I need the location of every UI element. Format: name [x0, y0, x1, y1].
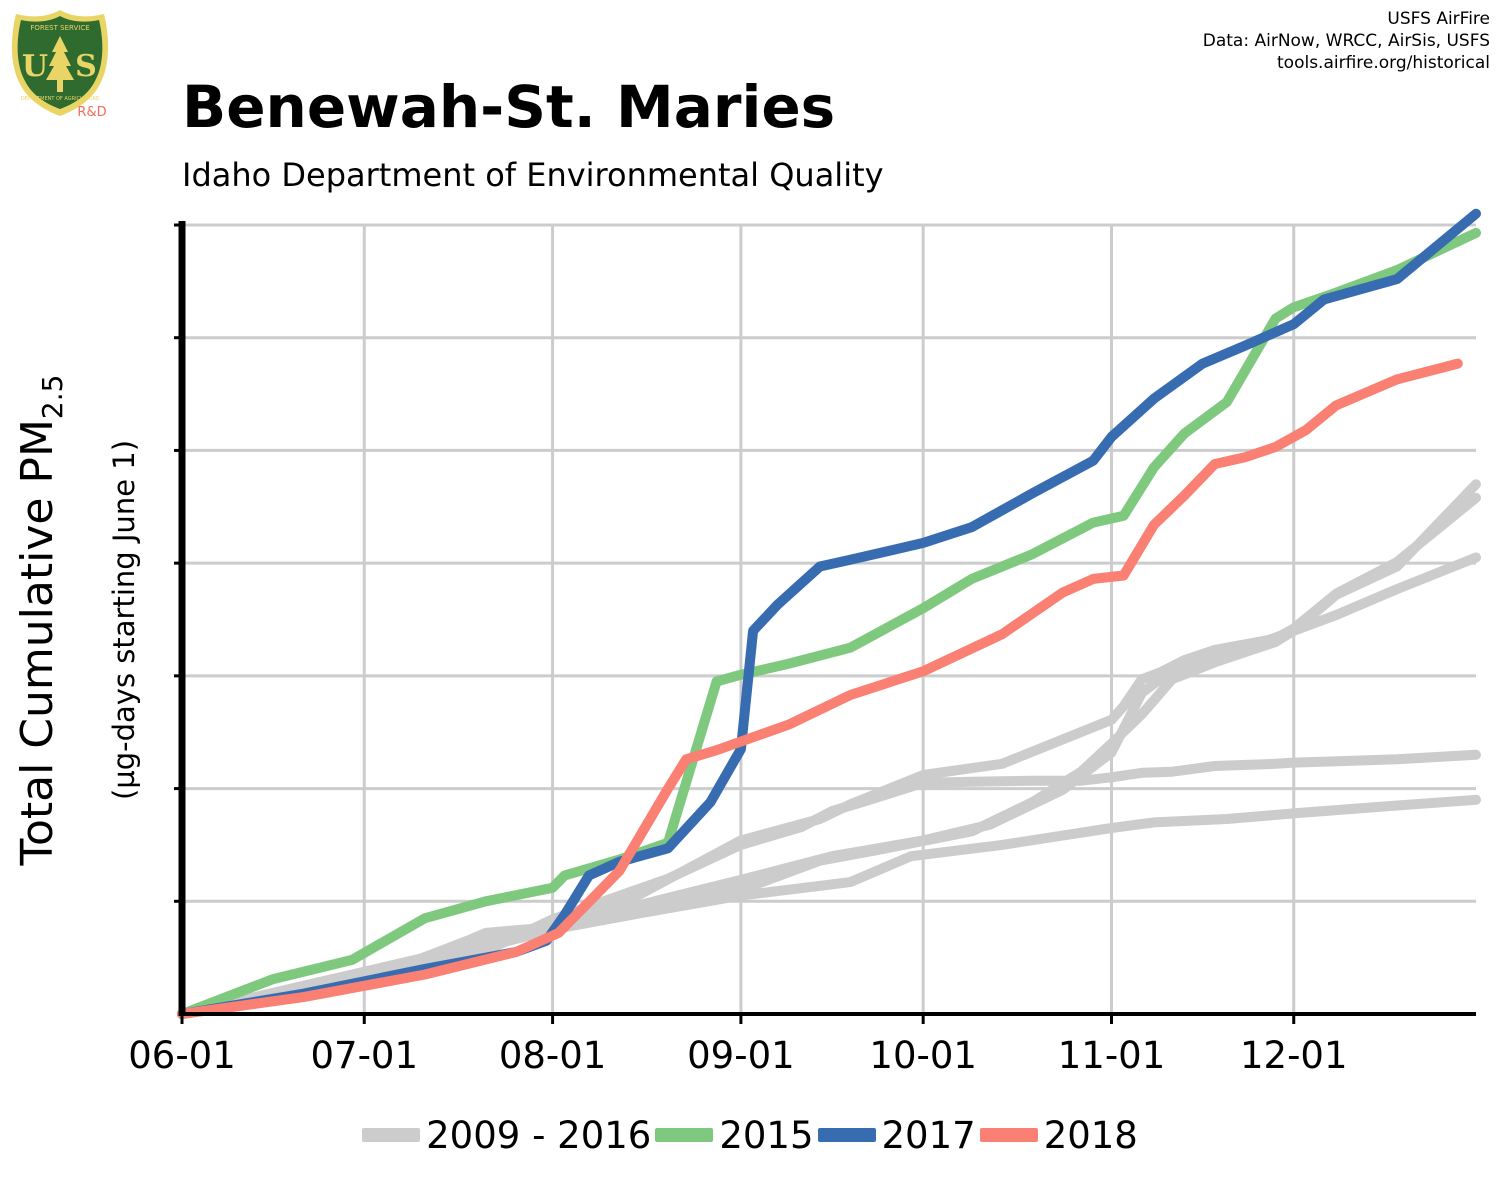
tree-icon — [46, 36, 74, 92]
legend-label: 2009 - 2016 — [426, 1114, 652, 1157]
series-line-2009-2016 — [177, 749, 1481, 1019]
series-line-2017 — [177, 208, 1481, 1019]
y-axis-title-subscript: 2.5 — [36, 375, 69, 420]
chart-title: Benewah-St. Maries — [182, 73, 836, 141]
legend-label: 2018 — [1043, 1114, 1138, 1157]
legend-item: 2017 — [817, 1113, 976, 1159]
legend-item: 2009 - 2016 — [362, 1113, 651, 1159]
series-line-2018 — [177, 358, 1463, 1019]
usfs-shield-logo: U S FOREST SERVICE DEPARTMENT OF AGRICUL… — [11, 10, 109, 120]
legend-swatch — [979, 1127, 1038, 1142]
x-tick-label: 12-01 — [1240, 1034, 1348, 1077]
legend-item: 2018 — [979, 1113, 1138, 1159]
legend-swatch — [817, 1127, 876, 1142]
legend-swatch — [362, 1127, 421, 1142]
chart-legend: 2009 - 2016 2015 2017 2018 — [0, 1113, 1500, 1159]
logo-rd-badge: R&D — [77, 105, 106, 120]
y-axis-title-main: Total Cumulative PM — [12, 419, 63, 866]
series-line-2015 — [177, 227, 1481, 1019]
grid — [182, 223, 1476, 1014]
credit-org: USFS AirFire — [1387, 9, 1490, 29]
x-tick-label: 10-01 — [869, 1034, 977, 1077]
credit-url: tools.airfire.org/historical — [1277, 53, 1490, 73]
x-tick-label: 07-01 — [310, 1034, 418, 1077]
legend-item: 2015 — [655, 1113, 814, 1159]
axes: 06-01 07-01 08-01 09-01 10-01 11-01 12-01 — [128, 221, 1476, 1077]
legend-swatch — [655, 1127, 714, 1142]
series-lines — [177, 208, 1481, 1019]
logo-top-text: FOREST SERVICE — [30, 24, 89, 32]
y-axis-subtitle: (µg-days starting June 1) — [107, 440, 141, 800]
x-tick-label: 08-01 — [499, 1034, 607, 1077]
legend-label: 2017 — [881, 1114, 976, 1157]
x-tick-label: 09-01 — [687, 1034, 795, 1077]
credit-sources: Data: AirNow, WRCC, AirSis, USFS — [1202, 31, 1490, 51]
data-credits: USFS AirFire Data: AirNow, WRCC, AirSis,… — [1203, 8, 1490, 74]
chart-subtitle: Idaho Department of Environmental Qualit… — [182, 156, 884, 194]
logo-letter-s: S — [75, 49, 97, 84]
x-tick-label: 11-01 — [1058, 1034, 1166, 1077]
y-axis-title: Total Cumulative PM2.5 — [12, 375, 69, 867]
logo-bottom-text: DEPARTMENT OF AGRICULTURE — [21, 96, 99, 102]
legend-label: 2015 — [719, 1114, 814, 1157]
series-line-2009-2016 — [177, 492, 1481, 1019]
x-tick-label: 06-01 — [128, 1034, 236, 1077]
logo-letter-u: U — [22, 49, 48, 84]
